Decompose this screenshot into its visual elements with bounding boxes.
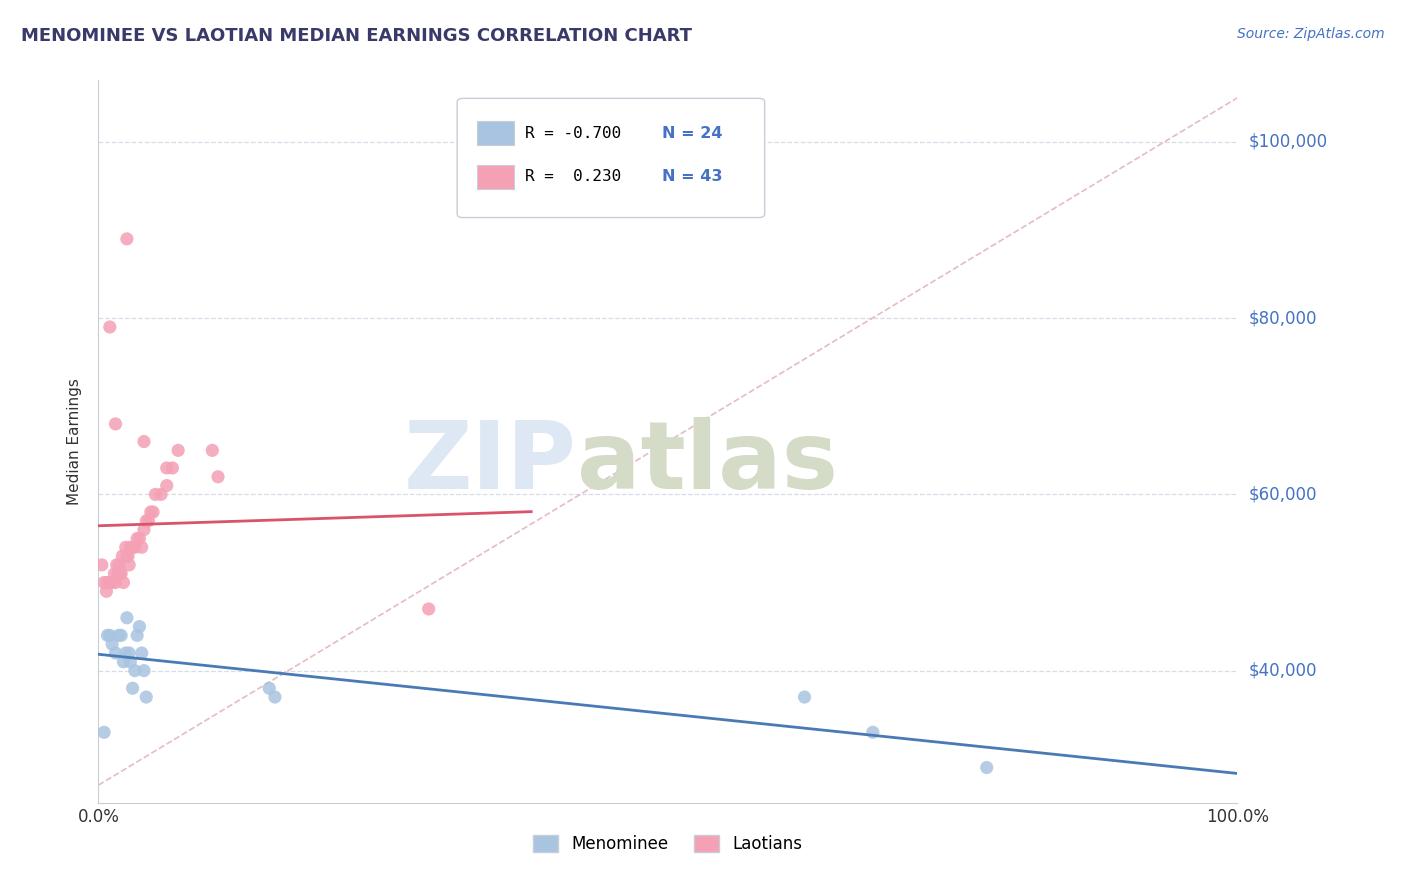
Point [115,611,138,625]
Text: $60,000: $60,000 [1249,485,1317,503]
Point [145,487,167,501]
Point [101,575,124,590]
Point [114,646,136,660]
FancyBboxPatch shape [477,121,515,145]
Point [108,558,131,572]
Point [793,690,815,704]
Point [98,320,121,334]
Point [112,575,135,590]
Text: N = 24: N = 24 [662,126,723,141]
Point [118,558,141,572]
Point [115,232,138,246]
Point [156,478,179,492]
Point [124,664,146,678]
Point [139,505,162,519]
Text: R = -0.700: R = -0.700 [526,126,621,141]
Point [135,514,157,528]
Point [104,646,127,660]
Point [108,566,131,581]
Legend: Menominee, Laotians: Menominee, Laotians [527,828,808,860]
Point [128,619,150,633]
Point [112,655,135,669]
Text: R =  0.230: R = 0.230 [526,169,621,184]
Point [115,549,138,563]
Point [108,628,131,642]
Point [90,558,112,572]
Point [142,505,165,519]
Point [138,514,160,528]
Point [101,637,124,651]
Point [93,575,115,590]
Point [135,690,157,704]
Text: ZIP: ZIP [404,417,576,509]
Point [110,566,132,581]
Text: N = 43: N = 43 [662,169,723,184]
Point [207,470,229,484]
Point [104,417,127,431]
Point [132,434,155,449]
Point [96,584,118,599]
Point [103,566,125,581]
Point [121,681,143,696]
Point [105,558,128,572]
Point [118,646,141,660]
Point [96,575,118,590]
FancyBboxPatch shape [477,165,515,189]
Point [132,664,155,678]
Point [259,681,281,696]
Text: Source: ZipAtlas.com: Source: ZipAtlas.com [1237,27,1385,41]
Point [418,602,440,616]
Point [128,532,150,546]
Point [124,541,146,555]
Point [162,461,184,475]
Point [110,628,132,642]
Point [167,443,190,458]
Point [156,461,179,475]
Text: MENOMINEE VS LAOTIAN MEDIAN EARNINGS CORRELATION CHART: MENOMINEE VS LAOTIAN MEDIAN EARNINGS COR… [21,27,692,45]
Point [120,655,142,669]
Point [976,760,998,774]
Point [96,628,118,642]
Text: $100,000: $100,000 [1249,133,1327,151]
Point [98,575,121,590]
Point [150,487,173,501]
Point [127,628,149,642]
Point [114,541,136,555]
Point [201,443,224,458]
Point [131,646,153,660]
Point [862,725,884,739]
Point [120,541,142,555]
Point [127,532,149,546]
Point [264,690,287,704]
Point [131,541,153,555]
Y-axis label: Median Earnings: Median Earnings [67,378,83,505]
Text: atlas: atlas [576,417,838,509]
FancyBboxPatch shape [457,98,765,218]
Text: $40,000: $40,000 [1249,662,1317,680]
Point [121,541,143,555]
Point [132,523,155,537]
Point [111,549,134,563]
Point [107,566,129,581]
Point [117,549,139,563]
Point [98,628,121,642]
Text: $80,000: $80,000 [1249,310,1317,327]
Point [93,725,115,739]
Point [104,575,127,590]
